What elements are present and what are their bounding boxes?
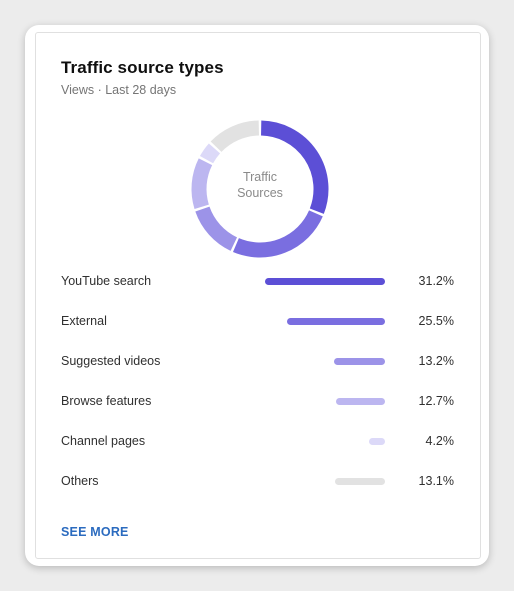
traffic-source-row-youtube-search: YouTube search 31.2% [61,272,454,292]
traffic-source-label: Channel pages [61,434,146,448]
traffic-source-bar [286,318,385,325]
traffic-source-bar [368,438,385,445]
traffic-source-row-external: External 25.5% [61,312,454,332]
see-more-button[interactable]: SEE MORE [61,525,129,539]
traffic-source-bar [265,278,385,285]
donut-chart: Traffic Sources [190,119,330,259]
donut-segment-external [232,210,323,258]
donut-segment-others [210,120,260,153]
traffic-source-label: YouTube search [61,274,152,288]
traffic-source-label: Browse features [61,394,152,408]
card-title: Traffic source types [61,58,224,77]
traffic-source-label: Others [61,474,99,488]
traffic-source-bar [336,398,385,405]
donut-segment-channel-pages [199,143,221,164]
traffic-source-percent: 4.2% [425,434,455,448]
traffic-source-label: Suggested videos [61,354,161,368]
traffic-source-row-channel-pages: Channel pages 4.2% [61,432,454,452]
traffic-source-row-browse-features: Browse features 12.7% [61,392,454,412]
traffic-source-label: External [61,314,107,328]
traffic-source-bar [334,478,385,485]
traffic-source-card: Traffic source types Views · Last 28 day… [35,32,481,559]
donut-segment-suggested-videos [195,206,238,251]
traffic-source-percent: 12.7% [418,394,454,408]
donut-center-label-line1: Traffic [242,170,278,184]
donut-chart-svg [191,120,329,258]
traffic-source-percent: 25.5% [418,314,454,328]
traffic-source-bar [334,358,385,365]
traffic-source-percent: 13.1% [418,474,454,488]
card-shadow-container: Traffic source types Views · Last 28 day… [25,25,489,566]
donut-center-label: Traffic Sources [190,169,330,201]
donut-center-label-line2: Sources [237,186,283,200]
donut-segment-youtube-search [260,120,329,214]
traffic-source-percent: 31.2% [418,274,454,288]
card-subtitle: Views · Last 28 days [61,83,177,97]
traffic-source-percent: 13.2% [418,354,454,368]
traffic-source-row-others: Others 13.1% [61,472,454,492]
donut-segment-browse-features [191,158,213,210]
traffic-source-row-suggested-videos: Suggested videos 13.2% [61,352,454,372]
